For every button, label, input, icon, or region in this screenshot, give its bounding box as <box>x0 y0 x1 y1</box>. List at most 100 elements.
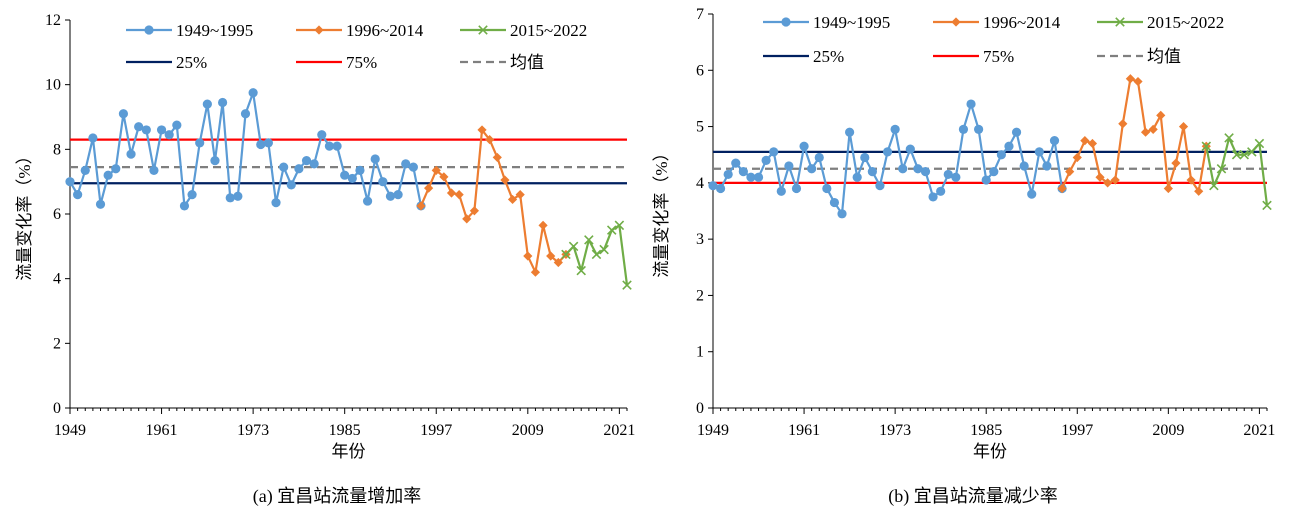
chart-b-data-point <box>814 152 824 163</box>
chart-b-y-tick-label: 5 <box>696 119 704 136</box>
chart-a-data-point <box>622 280 632 290</box>
chart-b-data-point <box>951 172 961 182</box>
chart-a-data-point <box>431 165 441 175</box>
chart-b-y-tick-label: 3 <box>696 231 704 248</box>
chart-a-y-axis-title: 流量变化率（%） <box>15 147 34 280</box>
chart-a-data-point <box>103 170 113 180</box>
chart-a-data-point <box>233 191 243 201</box>
chart-b-series-2015~2022 <box>1201 133 1272 211</box>
chart-b-data-point <box>784 161 794 171</box>
chart-b-data-point <box>913 164 923 174</box>
chart-a-data-point <box>538 220 548 230</box>
chart-b-data-point <box>875 181 885 191</box>
chart-a-data-point <box>149 165 159 175</box>
chart-a-data-point <box>248 88 258 98</box>
chart-a-data-point <box>95 199 106 209</box>
chart-b-series-line <box>1205 136 1269 206</box>
chart-b-x-tick-label: 1961 <box>788 422 820 439</box>
chart-b-data-point <box>1125 74 1135 84</box>
chart-b-data-point <box>753 172 764 182</box>
chart-a-y-tick-label: 12 <box>45 12 61 29</box>
chart-a-data-point <box>271 198 281 208</box>
chart-a-legend-label: 1996~2014 <box>346 21 424 40</box>
chart-a-series-line <box>419 128 567 274</box>
chart-b-legend-item: 2015~2022 <box>1097 13 1224 32</box>
chart-b-legend-label: 25% <box>813 47 844 66</box>
chart-b-legend-label: 1996~2014 <box>983 13 1061 32</box>
chart-a-data-point <box>584 235 594 245</box>
chart-a-data-point <box>462 214 472 224</box>
chart-a-y-tick-label: 6 <box>53 206 61 223</box>
chart-a-data-point <box>401 159 411 169</box>
chart-b-x-axis-title: 年份 <box>973 442 1007 461</box>
chart-a-data-point <box>591 249 602 260</box>
chart-a-data-point <box>606 225 617 235</box>
chart-b-data-point <box>723 169 733 180</box>
chart-b-x-tick-label: 1997 <box>1061 422 1093 439</box>
chart-b-data-point <box>1148 124 1158 134</box>
chart-a-data-point <box>240 109 251 119</box>
chart-a-series-2015~2022 <box>561 220 632 290</box>
chart-a-data-point <box>134 122 144 132</box>
chart-a-data-point <box>225 193 235 203</box>
chart-a-y-tick-label: 10 <box>45 77 61 94</box>
chart-a-data-point <box>385 191 396 201</box>
chart-b-data-point <box>776 186 786 196</box>
chart-a-svg: 0 2 4 6 8 10 12 1949 1961 1973 1985 1997 2009 2021 年份 流… <box>15 12 635 507</box>
chart-a-data-point <box>286 180 296 190</box>
chart-b-data-point <box>1080 136 1090 146</box>
chart-a-data-point <box>454 190 464 200</box>
chart-a-x-tick-label: 1985 <box>329 422 361 439</box>
chart-b-y-tick-label: 1 <box>696 344 704 361</box>
chart-a-x-tick-label: 1997 <box>420 422 452 439</box>
chart-b-data-point <box>1019 161 1029 171</box>
chart-a: 0 2 4 6 8 10 12 1949 1961 1973 1985 1997 2009 2021 年份 流… <box>0 0 645 517</box>
chart-a-x-tick-label: 1949 <box>54 422 86 439</box>
chart-a-data-point <box>370 154 380 164</box>
chart-a-data-point <box>507 194 518 205</box>
chart-b-data-point <box>1095 172 1105 182</box>
chart-a-series-1949~1995 <box>65 88 426 211</box>
chart-b-x-tick-label: 2009 <box>1152 422 1184 439</box>
chart-b-data-point <box>1072 152 1082 163</box>
chart-b-data-point <box>1087 138 1098 149</box>
chart-b-data-point <box>715 183 726 194</box>
chart-b-series-1996~2014 <box>1057 74 1211 196</box>
chart-a-data-point <box>65 177 75 187</box>
chart-b-data-point <box>822 183 832 194</box>
chart-a-data-point <box>439 172 449 182</box>
chart-a-legend-item: 均值 <box>460 53 544 72</box>
chart-a-data-point <box>317 130 327 140</box>
chart-a-data-point <box>500 175 510 185</box>
chart-a-legend-label: 75% <box>346 53 377 72</box>
chart-a-data-point <box>179 201 190 211</box>
chart-a-data-point <box>80 165 90 175</box>
chart-a-data-point <box>156 125 167 135</box>
chart-b-data-point <box>829 197 840 208</box>
chart-a-legend-marker <box>314 25 324 35</box>
chart-b-data-point <box>1049 136 1060 146</box>
chart-b-series-line <box>1061 77 1208 193</box>
chart-a-data-point <box>424 183 434 193</box>
chart-b-data-point <box>928 192 938 202</box>
chart-b-data-point <box>1178 121 1189 132</box>
chart-a-legend-marker <box>478 25 488 35</box>
chart-b-legend-marker <box>781 17 791 27</box>
chart-b-data-point <box>936 186 946 196</box>
chart-b-data-point <box>746 172 756 182</box>
chart-b-data-point <box>1247 147 1257 157</box>
chart-b-data-point <box>1065 167 1075 177</box>
chart-b-legend-label: 2015~2022 <box>1147 13 1224 32</box>
chart-a-data-point <box>347 173 357 184</box>
chart-b-data-point <box>1186 175 1196 185</box>
chart-b-data-point <box>1231 149 1242 160</box>
chart-a-legend-item: 75% <box>296 53 377 72</box>
chart-b-data-point <box>1262 200 1272 211</box>
chart-b-legend-item: 25% <box>763 47 844 66</box>
chart-b-data-point <box>1034 147 1044 157</box>
chart-b-legend-item: 1996~2014 <box>933 13 1061 32</box>
chart-a-data-point <box>172 120 182 130</box>
chart-a-data-point <box>263 138 273 148</box>
chart-a-data-point <box>324 141 335 151</box>
chart-a-y-tick-label: 2 <box>53 335 61 352</box>
